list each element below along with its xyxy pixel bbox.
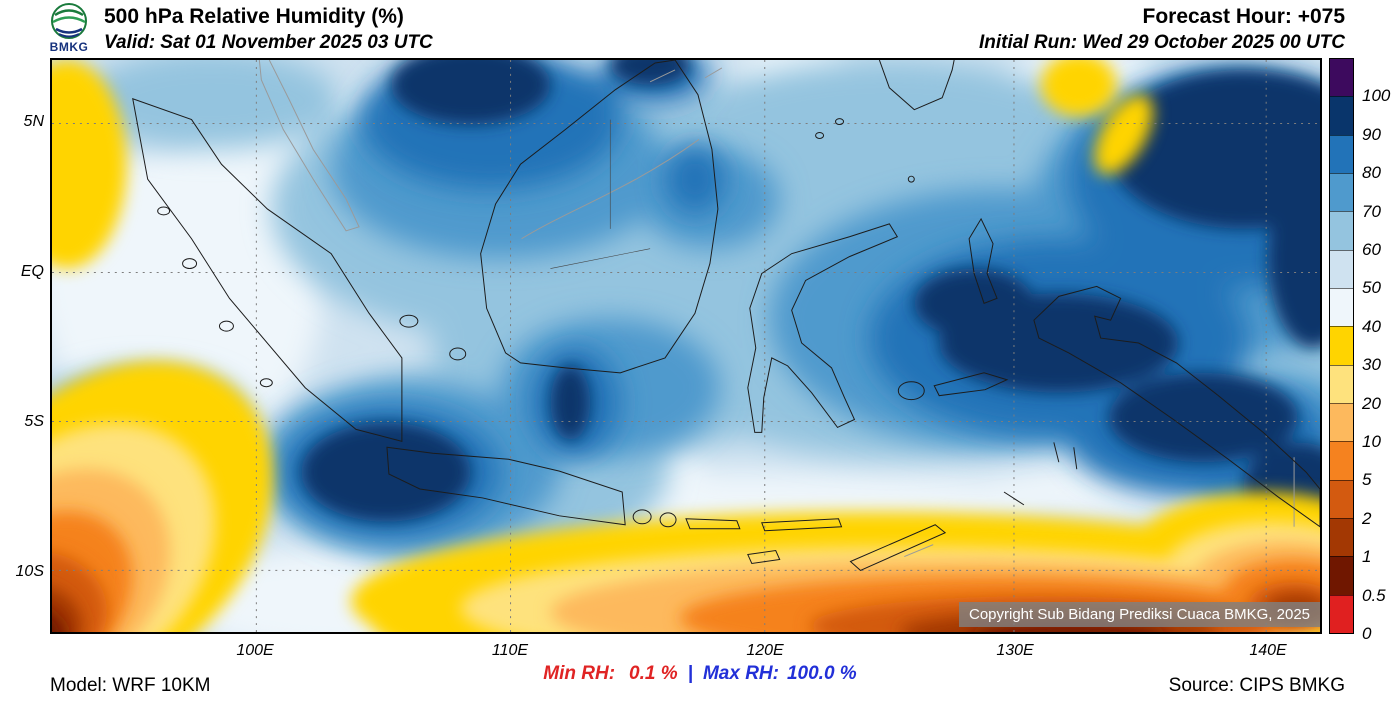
lat-label-eq: EQ (20, 263, 44, 280)
max-rh-label: Max RH: (702, 663, 779, 684)
colorbar-tick-label: 30 (1362, 355, 1381, 375)
colorbar-segment (1330, 402, 1353, 442)
lon-label-130e: 130E (996, 642, 1034, 659)
minmax-separator: | (687, 663, 693, 684)
map-frame: Copyright Sub Bidang Prediksi Cuaca BMKG… (50, 58, 1322, 634)
colorbar-segment (1330, 479, 1353, 518)
colorbar-tick-label: 50 (1362, 278, 1381, 298)
lat-label-5s: 5S (24, 413, 44, 430)
lat-label-10s: 10S (15, 563, 44, 580)
min-rh-value: 0.1 % (629, 663, 678, 684)
colorbar-segment (1330, 556, 1353, 595)
colorbar-segment (1330, 364, 1353, 403)
colorbar-segment (1330, 326, 1353, 365)
colorbar (1329, 58, 1354, 634)
colorbar-tick-label: 0 (1362, 624, 1372, 643)
colorbar-labels: 100 90 80 70 60 50 40 30 20 10 5 2 1 0.5 0 (1362, 58, 1400, 643)
bmkg-logo-icon (51, 3, 87, 39)
colorbar-segment (1330, 287, 1353, 327)
neighbour-borders (258, 60, 1295, 557)
colorbar-tick-label: 20 (1362, 393, 1381, 413)
copyright-notice: Copyright Sub Bidang Prediksi Cuaca BMKG… (958, 602, 1320, 627)
colorbar-segment (1330, 134, 1353, 173)
min-rh-label: Min RH: (543, 663, 616, 684)
gridlines (52, 60, 1320, 632)
model-label: Model: WRF 10KM (50, 675, 211, 696)
bmkg-logo-text: BMKG (49, 40, 89, 54)
colorbar-tick-label: 70 (1362, 201, 1381, 221)
colorbar-segment (1330, 594, 1353, 633)
colorbar-tick-label: 60 (1362, 240, 1381, 259)
colorbar-tick-label: 40 (1362, 316, 1381, 336)
colorbar-tick-label: 5 (1362, 470, 1372, 490)
initial-run: Initial Run: Wed 29 October 2025 00 UTC (978, 32, 1345, 53)
lon-label-120e: 120E (746, 642, 784, 659)
colorbar-tick-label: 10 (1362, 432, 1381, 451)
colorbar-segment (1330, 211, 1353, 250)
page-title: 500 hPa Relative Humidity (%) (104, 5, 404, 28)
colorbar-segment (1330, 441, 1353, 480)
valid-time: Valid: Sat 01 November 2025 03 UTC (104, 32, 433, 53)
humidity-field (52, 60, 1320, 632)
bmkg-logo: BMKG (42, 2, 96, 56)
colorbar-tick-label: 0.5 (1362, 585, 1386, 605)
colorbar-segment (1330, 96, 1353, 135)
colorbar-segment (1330, 249, 1353, 288)
colorbar-tick-label: 2 (1362, 508, 1372, 528)
lon-label-100e: 100E (236, 642, 274, 659)
lon-label-110e: 110E (491, 642, 529, 659)
lat-label-5n: 5N (23, 113, 44, 130)
forecast-hour: Forecast Hour: +075 (1142, 5, 1346, 28)
max-rh-value: 100.0 % (786, 663, 857, 684)
colorbar-segment (1330, 517, 1353, 557)
colorbar-tick-label: 90 (1362, 124, 1381, 144)
colorbar-tick-label: 1 (1362, 547, 1372, 567)
colorbar-tick-label: 100 (1362, 86, 1391, 106)
colorbar-tick-label: 80 (1362, 163, 1381, 183)
colorbar-segment (1330, 59, 1353, 97)
source-label: Source: CIPS BMKG (1168, 675, 1345, 696)
coastlines (132, 60, 1320, 572)
rh-minmax: Min RH: 0.1 % | Max RH: 100.0 % (0, 663, 1400, 685)
lon-label-140e: 140E (1249, 642, 1287, 659)
colorbar-segment (1330, 172, 1353, 212)
